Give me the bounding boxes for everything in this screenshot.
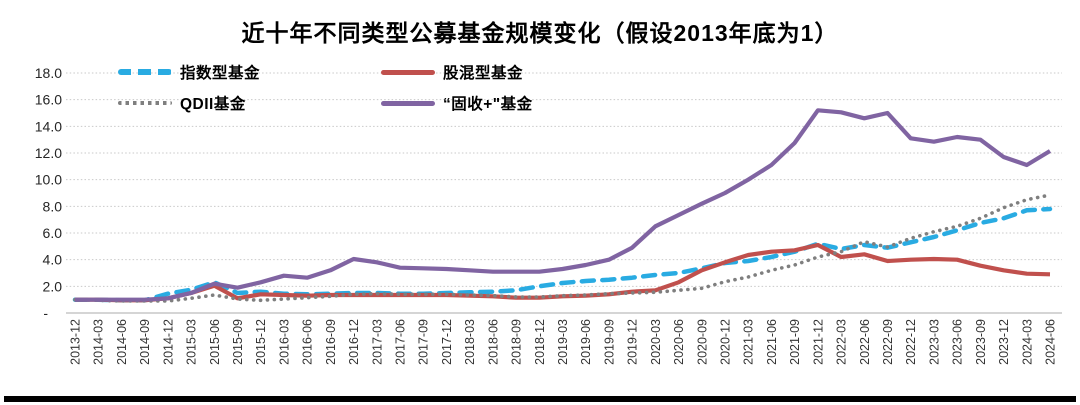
y-axis-tick-label: 8.0 [43,198,63,214]
fixed-income-plus-fund-line-sample-icon [381,100,435,106]
y-axis-tick-label: 18.0 [35,65,62,81]
x-axis-tick-label: 2019-12 [626,319,640,365]
x-axis-tick-label: 2018-03 [463,319,477,365]
y-axis-tick-label: 14.0 [35,118,62,134]
x-axis-tick-label: 2016-03 [277,319,291,365]
qdii-fund-line-sample-icon [118,101,172,105]
legend-item-index-fund: 指数型基金 [118,62,381,82]
x-axis-tick-label: 2023-12 [997,319,1011,365]
legend-label-equity-mixed-fund: 股混型基金 [443,65,524,82]
x-axis-tick-label: 2020-03 [649,319,663,365]
x-axis-tick-label: 2020-12 [719,319,733,365]
y-axis-tick-label: - [43,305,48,321]
x-axis-tick-label: 2021-06 [765,319,779,365]
x-axis-tick-label: 2021-12 [811,319,825,365]
x-axis-tick-label: 2022-03 [835,319,849,365]
x-axis-tick-label: 2014-09 [138,319,152,365]
x-axis-tick-label: 2017-03 [370,319,384,365]
x-axis-tick-label: 2015-12 [254,319,268,365]
y-axis-tick-label: 16.0 [35,92,62,108]
x-axis-tick-label: 2019-06 [579,319,593,365]
x-axis-tick-label: 2021-09 [788,319,802,365]
x-axis-tick-label: 2015-06 [208,319,222,365]
x-axis-tick-label: 2017-09 [417,319,431,365]
series-line-2 [73,193,1052,303]
x-axis-tick-label: 2014-03 [92,319,106,365]
x-axis-tick-label: 2022-12 [904,319,918,365]
legend-item-fixed-income-plus-fund: “固收+"基金 [381,93,533,113]
y-axis-tick-label: 12.0 [35,145,62,161]
legend-label-fixed-income-plus-fund: “固收+"基金 [443,96,533,113]
x-axis-tick-label: 2016-09 [324,319,338,365]
index-fund-line-sample-icon [118,69,172,75]
x-axis-tick-label: 2013-12 [69,319,83,365]
legend-label-qdii-fund: QDII基金 [180,96,246,113]
x-axis-tick-label: 2023-09 [974,319,988,365]
x-axis-tick-label: 2014-06 [115,319,129,365]
x-axis-tick-label: 2023-06 [951,319,965,365]
x-axis-tick-label: 2020-06 [672,319,686,365]
x-axis-tick-label: 2015-09 [231,319,245,365]
x-axis-tick-label: 2015-03 [185,319,199,365]
y-axis-tick-label: 4.0 [43,252,63,268]
x-axis-tick-label: 2024-03 [1020,319,1034,365]
x-axis-tick-label: 2022-09 [881,319,895,365]
chart-legend: 指数型基金 股混型基金 QDII基金 “固收+"基金 [118,62,533,113]
y-axis-tick-label: 6.0 [43,225,63,241]
x-axis-tick-label: 2017-12 [440,319,454,365]
bottom-border-bar [4,396,1076,402]
x-axis-tick-label: 2020-09 [695,319,709,365]
x-axis-tick-label: 2024-06 [1044,319,1058,365]
equity-mixed-fund-line-sample-icon [381,69,435,75]
legend-item-equity-mixed-fund: 股混型基金 [381,62,533,82]
x-axis-tick-label: 2018-09 [510,319,524,365]
chart-title: 近十年不同类型公募基金规模变化（假设2013年底为1） [241,20,839,46]
y-axis-tick-label: 2.0 [43,278,63,294]
x-axis-tick-label: 2016-06 [301,319,315,365]
x-axis-tick-label: 2021-03 [742,319,756,365]
x-axis-tick-label: 2016-12 [347,319,361,365]
legend-item-qdii-fund: QDII基金 [118,93,381,113]
x-axis-tick-label: 2018-12 [533,319,547,365]
series-line-3 [75,108,1052,302]
x-axis-tick-label: 2018-06 [486,319,500,365]
x-axis-tick-label: 2019-09 [602,319,616,365]
x-axis-tick-label: 2023-03 [927,319,941,365]
x-axis-tick-label: 2022-06 [858,319,872,365]
legend-label-index-fund: 指数型基金 [180,65,261,82]
x-axis-tick-label: 2014-12 [161,319,175,365]
y-axis-tick-label: 10.0 [35,172,62,188]
x-axis-tick-label: 2019-03 [556,319,570,365]
series-line-1 [75,242,1051,303]
x-axis-tick-label: 2017-06 [394,319,408,365]
